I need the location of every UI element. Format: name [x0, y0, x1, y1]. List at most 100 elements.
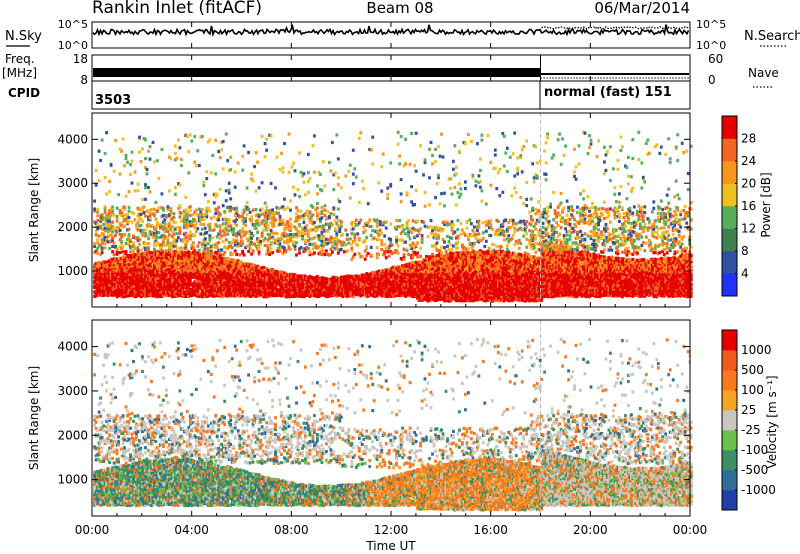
power-cell — [336, 157, 340, 161]
power-cell — [224, 221, 228, 225]
power-cell — [136, 263, 140, 267]
power-cell — [93, 266, 96, 270]
power-cell — [168, 292, 171, 296]
power-cell — [169, 245, 173, 249]
power-cell — [211, 280, 215, 284]
power-cell — [136, 206, 140, 210]
power-cell — [307, 247, 310, 251]
power-cell — [138, 238, 141, 242]
power-cell — [96, 227, 99, 231]
power-cell — [160, 214, 164, 219]
power-cell — [205, 283, 209, 287]
power-cell — [153, 279, 156, 283]
power-cell — [154, 233, 158, 237]
power-cell — [130, 262, 134, 266]
power-cell — [123, 224, 126, 228]
power-cell — [112, 235, 116, 239]
power-cell — [286, 206, 289, 210]
power-cell — [200, 285, 204, 289]
power-cell — [187, 206, 191, 210]
power-cell — [103, 218, 107, 222]
nsky-trace — [92, 23, 690, 38]
power-cell — [188, 235, 192, 239]
power-cell — [389, 183, 393, 187]
power-cell — [139, 269, 143, 273]
power-cell — [103, 274, 107, 278]
power-cell — [197, 292, 201, 296]
power-cell — [203, 259, 207, 263]
power-cell — [286, 220, 289, 224]
power-cell — [150, 224, 153, 228]
power-cell — [175, 246, 179, 250]
power-cell — [209, 271, 213, 275]
power-cell — [96, 293, 99, 297]
power-cell — [114, 260, 117, 264]
power-cell — [126, 237, 129, 241]
power-cell — [205, 206, 209, 210]
power-cell — [281, 218, 285, 222]
power-cell — [180, 267, 183, 271]
power-cell — [115, 217, 119, 221]
power-cell — [129, 254, 132, 258]
power-cell — [96, 268, 99, 273]
power-cell — [193, 210, 197, 214]
power-cell — [371, 162, 375, 166]
power-cell — [347, 169, 351, 173]
power-cell — [129, 268, 132, 272]
power-cell — [174, 151, 177, 155]
power-cell — [138, 224, 141, 228]
power-cell — [124, 294, 128, 298]
power-cell — [238, 215, 242, 219]
power-cell — [180, 163, 183, 168]
power-cell — [99, 253, 102, 257]
power-cell — [187, 222, 191, 226]
power-cell — [94, 285, 98, 289]
power-cell — [162, 253, 165, 258]
power-cell — [398, 154, 401, 158]
power-cell — [209, 268, 213, 272]
power-cell — [96, 241, 99, 245]
power-cell — [142, 289, 146, 293]
power-cell — [402, 253, 406, 257]
power-cell — [136, 252, 140, 256]
power-cell — [166, 280, 170, 284]
power-cell — [100, 246, 104, 250]
power-cell — [389, 237, 393, 242]
power-cell — [184, 217, 188, 221]
power-cell — [177, 251, 180, 255]
power-cell — [132, 241, 135, 245]
power-cell — [299, 210, 303, 214]
power-cell — [174, 269, 177, 273]
power-cell — [233, 170, 237, 174]
power-cell — [208, 253, 212, 257]
power-cell — [251, 233, 255, 238]
power-cell — [96, 275, 99, 279]
power-cell — [154, 228, 158, 232]
power-cell — [145, 209, 149, 213]
power-cell — [250, 215, 253, 219]
power-cell — [162, 274, 165, 279]
power-cell — [93, 244, 96, 249]
power-cell — [93, 290, 96, 294]
power-cell — [202, 286, 206, 290]
power-cell — [133, 255, 137, 259]
power-cell — [127, 190, 131, 194]
power-cell — [188, 267, 192, 271]
power-cell — [200, 227, 204, 231]
power-cell — [180, 283, 183, 287]
power-cell — [97, 293, 101, 297]
power-cell — [232, 227, 236, 231]
power-cell — [227, 221, 231, 225]
power-cell — [166, 263, 170, 267]
power-cell — [260, 181, 264, 185]
power-cell — [362, 187, 366, 191]
power-cell — [168, 155, 171, 159]
power-cell — [178, 231, 182, 236]
power-cell — [205, 274, 209, 278]
power-cell — [97, 272, 101, 276]
power-cell — [144, 255, 147, 259]
power-cell — [108, 208, 111, 213]
power-cell — [185, 134, 189, 139]
power-cell — [193, 289, 197, 293]
power-cell — [124, 291, 128, 295]
